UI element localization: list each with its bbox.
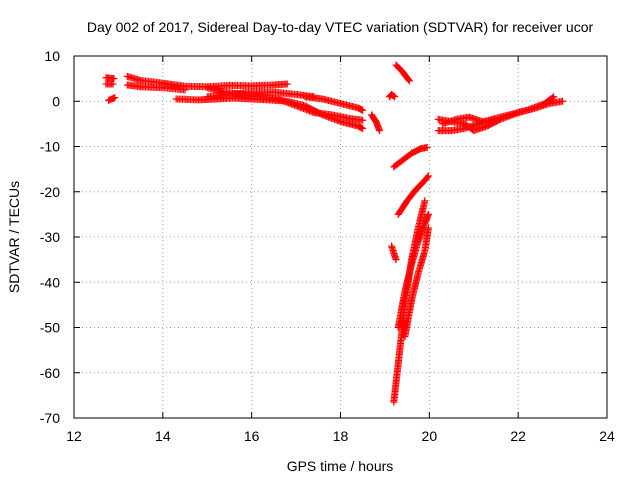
axis-ticks: 12 14 16 18 20 22 24 10 0 -10 -20 -30 -40 -50 -60 -70 [40, 48, 615, 444]
series-arc-14 [388, 242, 400, 264]
y-tick-label: 10 [44, 48, 60, 64]
y-tick-label: -20 [40, 184, 60, 200]
data-point [405, 77, 413, 85]
series-arc-10 [368, 111, 384, 135]
data-point [424, 172, 432, 180]
data-marks [102, 61, 567, 406]
x-tick-label: 12 [66, 428, 82, 444]
x-axis-label: GPS time / hours [287, 458, 394, 474]
data-point [424, 210, 432, 218]
x-tick-label: 24 [599, 428, 615, 444]
series-arc-3 [105, 94, 119, 104]
series-arc-15 [394, 172, 432, 218]
x-tick-label: 16 [244, 428, 260, 444]
data-point [390, 92, 398, 100]
data-point [423, 143, 431, 151]
y-tick-label: -40 [40, 274, 60, 290]
data-point [359, 116, 367, 124]
y-tick-label: -50 [40, 320, 60, 336]
data-point [392, 256, 400, 264]
series-arc-13 [390, 143, 431, 171]
data-point [110, 75, 118, 83]
y-tick-label: -70 [40, 410, 60, 426]
data-point [181, 86, 189, 94]
x-tick-label: 22 [510, 428, 526, 444]
data-point [405, 76, 413, 84]
series-arc-6 [172, 94, 367, 132]
series-arc-21 [439, 113, 500, 128]
y-tick-label: -10 [40, 139, 60, 155]
data-point [111, 94, 119, 102]
plot-frame [73, 55, 608, 419]
data-point [109, 80, 117, 88]
series-arc-18 [401, 224, 432, 341]
series-arc-9 [301, 93, 367, 114]
data-point [424, 224, 432, 232]
data-point [492, 115, 500, 123]
series-arc-4 [123, 72, 291, 91]
grid [74, 56, 607, 418]
data-point [391, 93, 399, 101]
data-point [559, 97, 567, 105]
data-point [359, 124, 367, 132]
series-arc-2 [102, 80, 117, 88]
series-arc-5 [123, 81, 189, 94]
series-arc-11 [385, 90, 399, 101]
chart-title: Day 002 of 2017, Sidereal Day-to-day VTE… [87, 19, 594, 35]
series-arc-12 [392, 61, 413, 85]
data-point [359, 106, 367, 114]
series-arc-20 [434, 93, 558, 135]
data-point [548, 94, 556, 102]
y-axis-label: SDTVAR / TECUs [6, 181, 22, 293]
series-arc-7 [203, 84, 367, 124]
data-point [550, 93, 558, 101]
data-point [376, 127, 384, 135]
data-point [424, 173, 432, 181]
series-arc-17 [394, 210, 432, 331]
y-tick-label: -60 [40, 365, 60, 381]
x-tick-label: 18 [333, 428, 349, 444]
y-tick-label: -30 [40, 229, 60, 245]
y-tick-label: 0 [52, 93, 60, 109]
x-tick-label: 20 [422, 428, 438, 444]
x-tick-label: 14 [155, 428, 171, 444]
data-point [421, 197, 429, 205]
data-point [283, 80, 291, 88]
